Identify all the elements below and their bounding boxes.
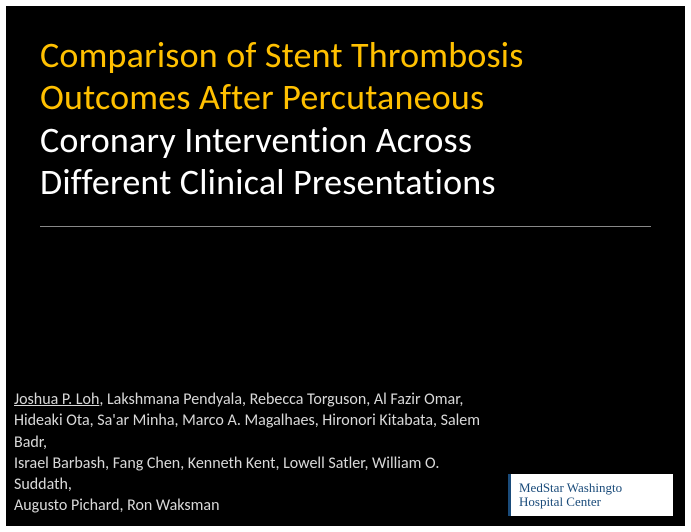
title-line-4: Different Clinical Presentations xyxy=(40,160,496,204)
logo-line-1: MedStar Washingto xyxy=(519,481,667,495)
lead-author: Joshua P. Loh xyxy=(14,390,99,409)
logo-line-2: Hospital Center xyxy=(519,495,667,509)
slide-title: Comparison of Stent Thrombosis Outcomes … xyxy=(40,34,651,204)
slide-inner: Comparison of Stent Thrombosis Outcomes … xyxy=(6,6,685,526)
title-line-3: Coronary Intervention Across xyxy=(40,118,472,162)
title-area: Comparison of Stent Thrombosis Outcomes … xyxy=(6,6,685,214)
authors-line-2: Hideaki Ota, Sa'ar Minha, Marco A. Magal… xyxy=(14,411,480,451)
title-underline xyxy=(40,226,651,227)
title-line-2: Outcomes After Percutaneous xyxy=(40,75,484,119)
title-line-1: Comparison of Stent Thrombosis xyxy=(40,33,524,77)
authors-line-4: Augusto Pichard, Ron Waksman xyxy=(14,496,219,515)
authors-remaining-1: , Lakshmana Pendyala, Rebecca Torguson, … xyxy=(99,390,463,409)
slide-container: Comparison of Stent Thrombosis Outcomes … xyxy=(0,0,691,532)
authors-line-3: Israel Barbash, Fang Chen, Kenneth Kent,… xyxy=(14,454,439,494)
hospital-logo: MedStar Washingto Hospital Center xyxy=(508,474,673,516)
